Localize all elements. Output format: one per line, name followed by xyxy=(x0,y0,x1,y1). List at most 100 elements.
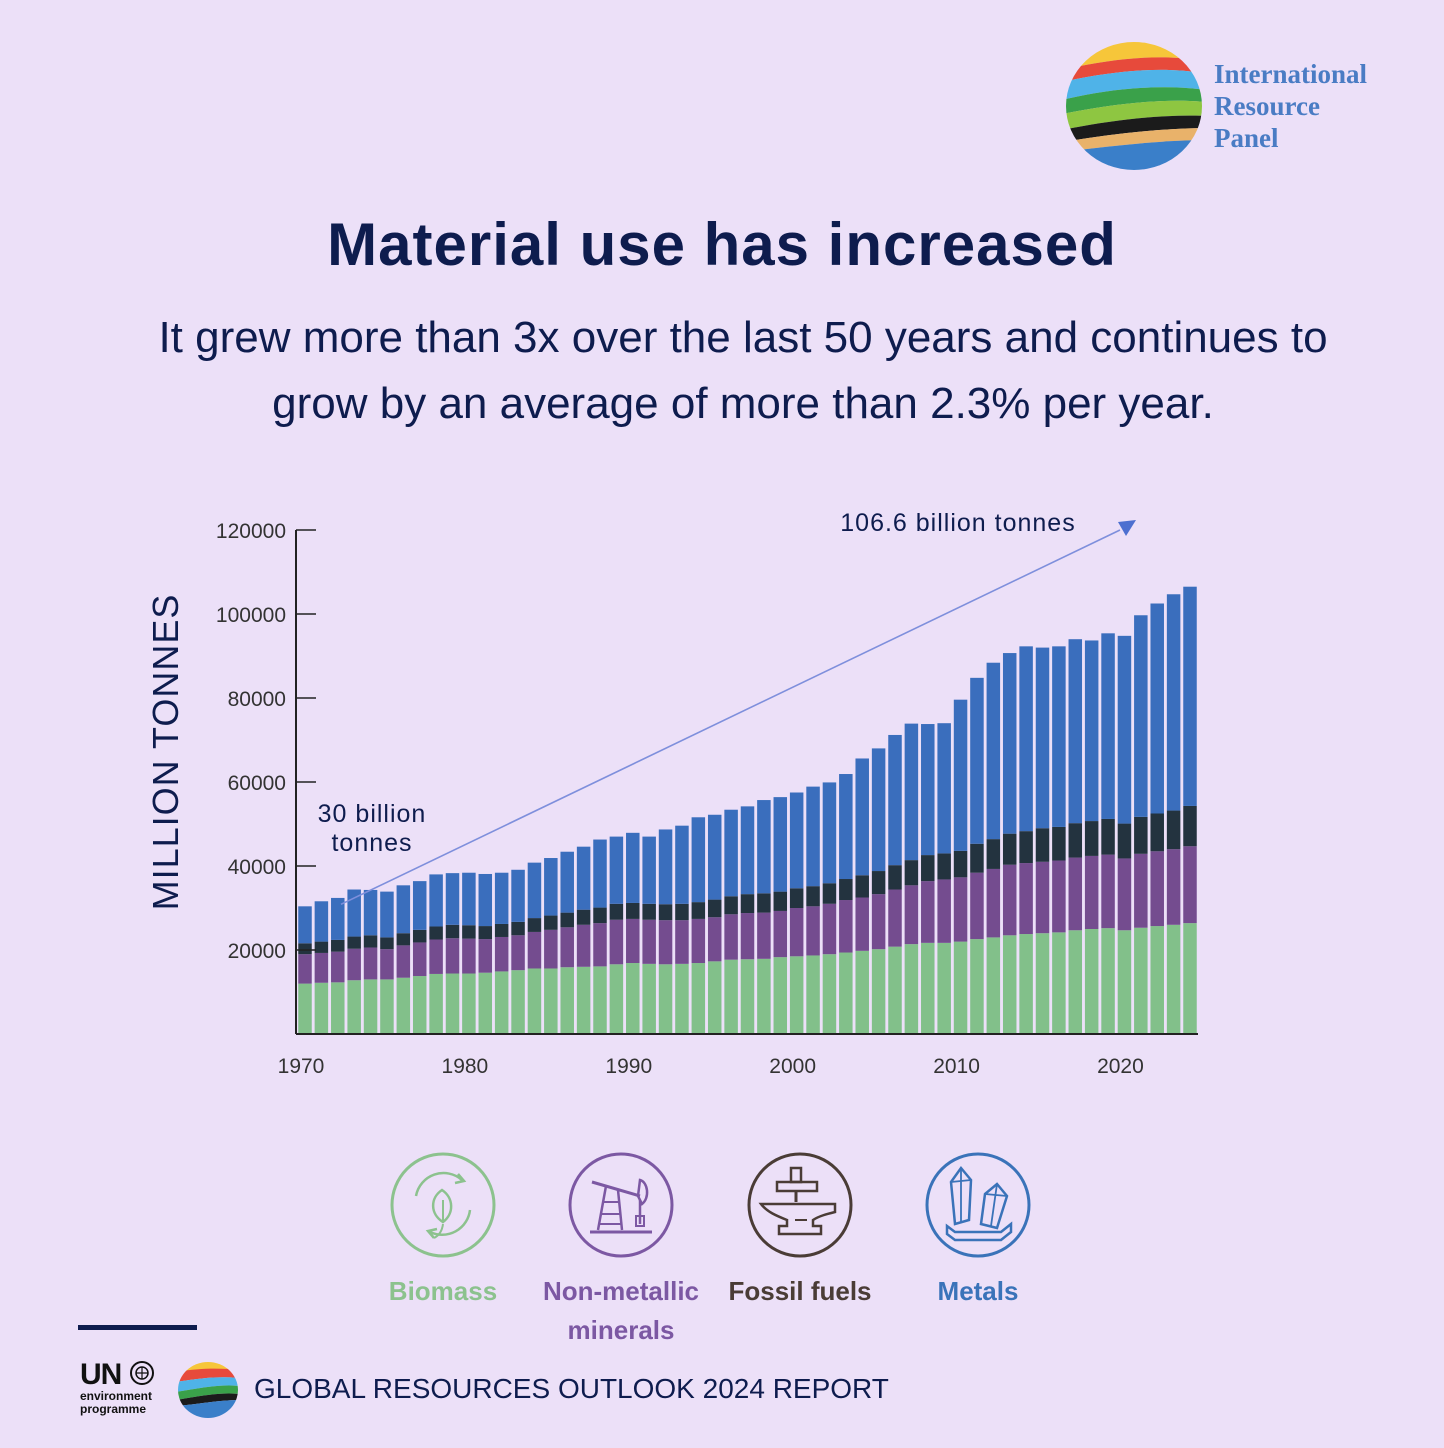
bar-1999-non-metallic-minerals xyxy=(773,910,788,958)
bar-2016-metals xyxy=(1052,646,1066,827)
subtitle-line-1: It grew more than 3x over the last 50 ye… xyxy=(158,313,1328,362)
bar-1978-fossil-fuels xyxy=(429,926,443,940)
bar-2013-metals xyxy=(1002,653,1017,834)
irp-line-3: Panel xyxy=(1214,123,1279,153)
bar-1992-fossil-fuels xyxy=(658,904,673,921)
bar-2003-non-metallic-minerals xyxy=(839,900,853,953)
legend-label-biomass: Biomass xyxy=(348,1272,538,1311)
bar-1987-metals xyxy=(576,846,591,910)
bar-1970-fossil-fuels xyxy=(298,943,312,955)
bar-2009-biomass xyxy=(937,942,951,1034)
bar-2018-non-metallic-minerals xyxy=(1084,855,1099,929)
bar-2015-fossil-fuels xyxy=(1035,828,1050,862)
bar-1979-fossil-fuels xyxy=(445,924,460,939)
bar-1980-fossil-fuels xyxy=(462,925,476,939)
subtitle-line-2: grow by an average of more than 2.3% per… xyxy=(272,379,1214,428)
legend-label-fossil-line-1: Fossil fuels xyxy=(728,1276,872,1306)
y-tick-label-100000: 100000 xyxy=(216,604,286,627)
bar-2002-fossil-fuels xyxy=(822,883,837,904)
crystals-icon xyxy=(925,1152,1031,1258)
bar-2005-fossil-fuels xyxy=(871,871,886,895)
bar-1983-metals xyxy=(511,869,525,922)
bar-2001-biomass xyxy=(806,955,820,1034)
y-tick-label-20000: 20000 xyxy=(228,940,286,963)
bar-2010-fossil-fuels xyxy=(953,850,968,878)
bar-1984-metals xyxy=(527,862,542,919)
bar-1974-metals xyxy=(363,889,378,936)
bar-2003-metals xyxy=(839,774,853,880)
legend-label-nmm-line-1: Non-metallic xyxy=(542,1276,700,1306)
bars-group xyxy=(298,586,1197,1034)
bar-2020-fossil-fuels xyxy=(1117,823,1132,859)
bar-1975-biomass xyxy=(380,979,394,1034)
bar-2007-fossil-fuels xyxy=(904,860,919,886)
bar-1982-non-metallic-minerals xyxy=(494,936,509,972)
x-tick-label-2010: 2010 xyxy=(933,1055,980,1078)
bar-2019-non-metallic-minerals xyxy=(1101,854,1115,929)
bar-2023-non-metallic-minerals xyxy=(1166,849,1181,925)
report-title: GLOBAL RESOURCES OUTLOOK 2024 REPORT xyxy=(254,1373,889,1404)
bar-1989-metals xyxy=(609,836,624,904)
bar-2017-non-metallic-minerals xyxy=(1068,857,1083,931)
bar-1990-metals xyxy=(626,832,640,903)
bar-1994-biomass xyxy=(691,963,706,1034)
bar-1970-biomass xyxy=(298,983,312,1034)
bar-1985-non-metallic-minerals xyxy=(544,929,558,969)
bar-2007-non-metallic-minerals xyxy=(904,885,919,945)
bar-1977-metals xyxy=(412,881,427,930)
bar-1985-metals xyxy=(544,858,558,916)
bar-2017-fossil-fuels xyxy=(1068,823,1083,858)
bar-2000-biomass xyxy=(789,956,804,1034)
bar-1979-metals xyxy=(445,873,460,925)
bar-2021-metals xyxy=(1134,615,1148,817)
bar-1989-biomass xyxy=(609,964,624,1034)
trend-arrow-line xyxy=(340,529,1121,906)
bar-2018-metals xyxy=(1084,640,1099,822)
bar-2001-non-metallic-minerals xyxy=(806,906,820,956)
un-emblem-icon xyxy=(129,1361,154,1385)
bar-1991-fossil-fuels xyxy=(642,903,656,920)
leaf-cycle-icon xyxy=(390,1152,496,1258)
bar-2006-metals xyxy=(888,734,902,866)
legend-label-fossil-fuels: Fossil fuels xyxy=(705,1272,895,1311)
bar-1980-biomass xyxy=(462,973,476,1034)
material-use-chart: 20000 40000 60000 80000 100000 120000 1970 1980… xyxy=(145,509,1198,1078)
bar-1997-fossil-fuels xyxy=(740,894,755,914)
pump-jack-icon xyxy=(568,1152,674,1258)
bar-1972-metals xyxy=(331,897,345,940)
bar-1995-fossil-fuels xyxy=(707,899,722,918)
y-tick-label-80000: 80000 xyxy=(228,688,286,711)
bar-2024-fossil-fuels xyxy=(1183,805,1197,847)
bar-1973-biomass xyxy=(347,980,361,1034)
bar-1971-fossil-fuels xyxy=(314,941,329,953)
bar-2015-biomass xyxy=(1035,933,1050,1034)
bar-1998-non-metallic-minerals xyxy=(757,912,771,959)
bar-1972-fossil-fuels xyxy=(331,939,345,952)
bar-2012-non-metallic-minerals xyxy=(986,868,1001,938)
bar-1984-fossil-fuels xyxy=(527,918,542,932)
bar-1993-non-metallic-minerals xyxy=(675,920,689,964)
y-tick-label-120000: 120000 xyxy=(216,520,286,543)
bar-1994-non-metallic-minerals xyxy=(691,918,706,964)
y-tick-label-60000: 60000 xyxy=(228,772,286,795)
bar-1981-biomass xyxy=(478,972,493,1034)
bar-1970-non-metallic-minerals xyxy=(298,954,312,984)
bar-1973-non-metallic-minerals xyxy=(347,948,361,981)
bar-1995-non-metallic-minerals xyxy=(707,917,722,962)
bar-2008-fossil-fuels xyxy=(921,855,935,882)
bar-2020-biomass xyxy=(1117,930,1132,1034)
bar-2017-biomass xyxy=(1068,930,1083,1034)
bar-1971-non-metallic-minerals xyxy=(314,952,329,983)
legend: Biomass Non-metallic minerals Fo xyxy=(0,1152,1444,1352)
anvil-icon xyxy=(747,1152,853,1258)
bar-1970-metals xyxy=(298,906,312,944)
bar-2004-metals xyxy=(855,758,869,876)
bar-2005-non-metallic-minerals xyxy=(871,894,886,950)
bar-2022-non-metallic-minerals xyxy=(1150,851,1164,927)
bar-2019-fossil-fuels xyxy=(1101,818,1115,855)
unep-logo: UN environment programme xyxy=(80,1360,170,1416)
bar-2021-non-metallic-minerals xyxy=(1134,853,1148,928)
bar-2012-metals xyxy=(986,662,1001,840)
legend-label-biomass-line-1: Biomass xyxy=(388,1276,498,1306)
un-sub-1: environment xyxy=(80,1389,153,1403)
